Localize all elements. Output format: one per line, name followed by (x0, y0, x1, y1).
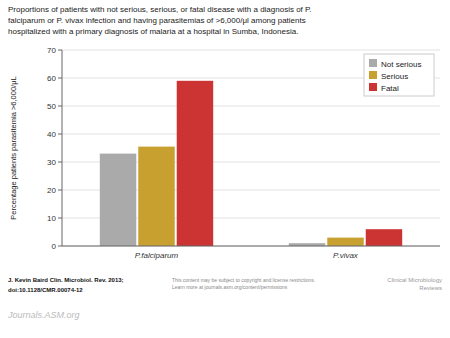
annotation: Journals.ASM.org (7, 310, 80, 320)
grid-line (62, 106, 440, 107)
y-tick-label: 60 (47, 74, 56, 83)
legend-swatch (369, 59, 377, 67)
y-tick (58, 190, 62, 191)
annotation: This content may be subject to copyright… (172, 277, 315, 290)
annotation: doi:10.1128/CMR.00074-12 (8, 287, 83, 293)
x-axis-line (62, 246, 440, 247)
x-tick-label: P.vivax (333, 251, 359, 260)
title-line: hospitalized with a primary diagnosis of… (8, 27, 298, 36)
y-tick-label: 20 (47, 186, 56, 195)
y-tick (58, 246, 62, 247)
legend-swatch (369, 71, 377, 79)
bar (177, 81, 213, 246)
y-tick-label: 30 (47, 158, 56, 167)
legend-label: Serious (381, 72, 408, 81)
title-line: falciparum or P. vivax infection and hav… (8, 16, 306, 25)
y-tick (58, 134, 62, 135)
legend-box (364, 54, 434, 96)
title: Proportions of patients with not serious… (8, 5, 312, 36)
y-tick-label: 0 (52, 242, 57, 251)
grid-line (62, 246, 440, 247)
y-axis-label: Percentage patients parasitemia >6,000/μ… (9, 76, 18, 219)
legend: Not serious Serious Fatal (364, 54, 434, 96)
y-tick (58, 106, 62, 107)
bars (100, 81, 402, 246)
annotation-line: This content may be subject to copyright… (172, 277, 315, 283)
annotation-line: Journals.ASM.org (7, 310, 80, 320)
annotation: J. Kevin Baird Clin. Microbiol. Rev. 201… (8, 277, 124, 283)
legend-label: Fatal (381, 84, 399, 93)
bar (327, 238, 363, 246)
annotation-line: Clinical Microbiology (387, 277, 442, 283)
bar (100, 154, 136, 246)
annotation: Clinical Microbiology Reviews (387, 277, 442, 291)
y-tick (58, 50, 62, 51)
grid-line (62, 50, 440, 51)
y-tick-label: 40 (47, 130, 56, 139)
y-tick-label: 50 (47, 102, 56, 111)
annotation-line: doi:10.1128/CMR.00074-12 (8, 287, 83, 293)
legend-label: Not serious (381, 60, 421, 69)
bar (138, 147, 174, 246)
annotation-line: Reviews (419, 285, 442, 291)
legend-swatch (369, 83, 377, 91)
y-axis: 0 10 20 30 40 50 60 70 (47, 46, 440, 251)
annotation-line: J. Kevin Baird Clin. Microbiol. Rev. 201… (8, 277, 124, 283)
annotation-line: Learn more at journals.asm.org/content/p… (172, 284, 288, 290)
y-tick (58, 162, 62, 163)
y-tick (58, 78, 62, 79)
grid-line (62, 134, 440, 135)
bar (366, 229, 402, 246)
y-tick-label: 10 (47, 214, 56, 223)
y-axis-line (62, 50, 63, 246)
title-line: Proportions of patients with not serious… (8, 5, 312, 14)
x-tick-label: P.falciparum (135, 251, 179, 260)
y-tick-label: 70 (47, 46, 56, 55)
chart: Proportions of patients with not serious… (0, 0, 450, 338)
y-tick (58, 218, 62, 219)
